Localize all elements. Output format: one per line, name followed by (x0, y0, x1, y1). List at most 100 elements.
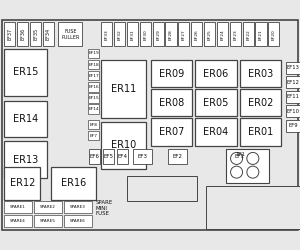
Text: EF28: EF28 (169, 29, 173, 40)
Bar (4, 101, 47, 137)
Bar (286, 62, 300, 74)
Circle shape (247, 166, 259, 178)
Text: EF2: EF2 (172, 154, 182, 159)
Text: EF5: EF5 (103, 154, 113, 159)
Text: EF14: EF14 (88, 107, 99, 111)
Circle shape (247, 152, 259, 164)
Text: EF12: EF12 (286, 80, 300, 85)
Bar (88, 60, 99, 69)
Text: EF10: EF10 (286, 109, 300, 114)
Bar (286, 91, 300, 103)
Bar (4, 201, 32, 213)
Text: ER13: ER13 (13, 155, 38, 165)
Bar (165, 22, 177, 46)
Text: EF25: EF25 (208, 29, 212, 40)
Bar (286, 105, 300, 117)
Bar (133, 149, 152, 164)
Text: ER02: ER02 (248, 98, 273, 108)
Text: EF15: EF15 (88, 96, 99, 100)
Bar (178, 22, 189, 46)
Bar (88, 82, 99, 92)
Text: ER01: ER01 (248, 127, 273, 137)
Bar (4, 49, 47, 96)
Bar (34, 215, 62, 227)
Bar (89, 149, 100, 164)
Bar (226, 149, 269, 183)
Bar (217, 22, 228, 46)
Bar (101, 60, 146, 118)
Text: EF29: EF29 (156, 29, 160, 40)
Bar (151, 89, 192, 117)
Text: SPARE
MINI
FUSE: SPARE MINI FUSE (96, 200, 113, 216)
Text: EF34: EF34 (46, 28, 51, 40)
Text: SPARE1: SPARE1 (10, 205, 26, 209)
Bar (34, 201, 62, 213)
Text: EF16: EF16 (88, 85, 99, 89)
Bar (101, 122, 146, 169)
Text: ER03: ER03 (248, 68, 273, 78)
Text: ER12: ER12 (10, 178, 35, 188)
Bar (191, 22, 202, 46)
Text: EF7: EF7 (90, 134, 98, 138)
Bar (140, 22, 151, 46)
Bar (240, 60, 281, 87)
Bar (117, 149, 128, 164)
Bar (240, 89, 281, 117)
Text: EF32: EF32 (118, 29, 122, 40)
Text: EF19: EF19 (88, 52, 99, 56)
Text: SPARE3: SPARE3 (70, 205, 86, 209)
Text: ER05: ER05 (203, 98, 229, 108)
Bar (286, 120, 300, 132)
Text: EF13: EF13 (287, 65, 300, 70)
Text: ER14: ER14 (13, 114, 38, 124)
Bar (153, 22, 164, 46)
Bar (4, 167, 40, 200)
Bar (88, 71, 99, 81)
Bar (127, 176, 197, 201)
Text: EF30: EF30 (143, 29, 147, 40)
Bar (64, 201, 92, 213)
Text: ER07: ER07 (159, 127, 184, 137)
Text: EF22: EF22 (246, 29, 250, 40)
Text: EF11: EF11 (286, 94, 300, 99)
Bar (88, 49, 99, 58)
Text: EF8: EF8 (90, 122, 98, 126)
Bar (30, 22, 41, 46)
Text: EF3: EF3 (137, 154, 147, 159)
Bar (195, 60, 237, 87)
Text: EF27: EF27 (182, 29, 186, 40)
Bar (151, 118, 192, 146)
Text: ER10: ER10 (111, 140, 136, 150)
Text: EF35: EF35 (33, 28, 38, 40)
Text: EF18: EF18 (88, 62, 99, 66)
Bar (88, 93, 99, 103)
Circle shape (231, 166, 243, 178)
Text: EF1: EF1 (234, 154, 244, 159)
Bar (240, 118, 281, 146)
Text: EF17: EF17 (88, 74, 99, 78)
Text: ER11: ER11 (111, 84, 136, 94)
Text: EF4: EF4 (117, 154, 127, 159)
Text: ER04: ER04 (203, 127, 229, 137)
Bar (204, 22, 215, 46)
Bar (206, 186, 300, 229)
Bar (103, 149, 114, 164)
Bar (4, 22, 15, 46)
Text: EF33: EF33 (105, 29, 109, 40)
Bar (195, 118, 237, 146)
Text: EF31: EF31 (130, 29, 134, 40)
Text: SPARE5: SPARE5 (40, 219, 56, 223)
Text: FUSE
PULLER: FUSE PULLER (61, 29, 80, 40)
Bar (286, 76, 300, 88)
Bar (4, 141, 47, 178)
Text: EF9: EF9 (288, 123, 298, 128)
Text: EF23: EF23 (233, 29, 237, 40)
Bar (168, 149, 187, 164)
Text: EF21: EF21 (259, 29, 263, 40)
Text: EF37: EF37 (8, 28, 12, 40)
Bar (51, 167, 96, 200)
Text: SPARE6: SPARE6 (70, 219, 86, 223)
Circle shape (231, 152, 243, 164)
Text: SPARE2: SPARE2 (40, 205, 56, 209)
Bar (151, 60, 192, 87)
